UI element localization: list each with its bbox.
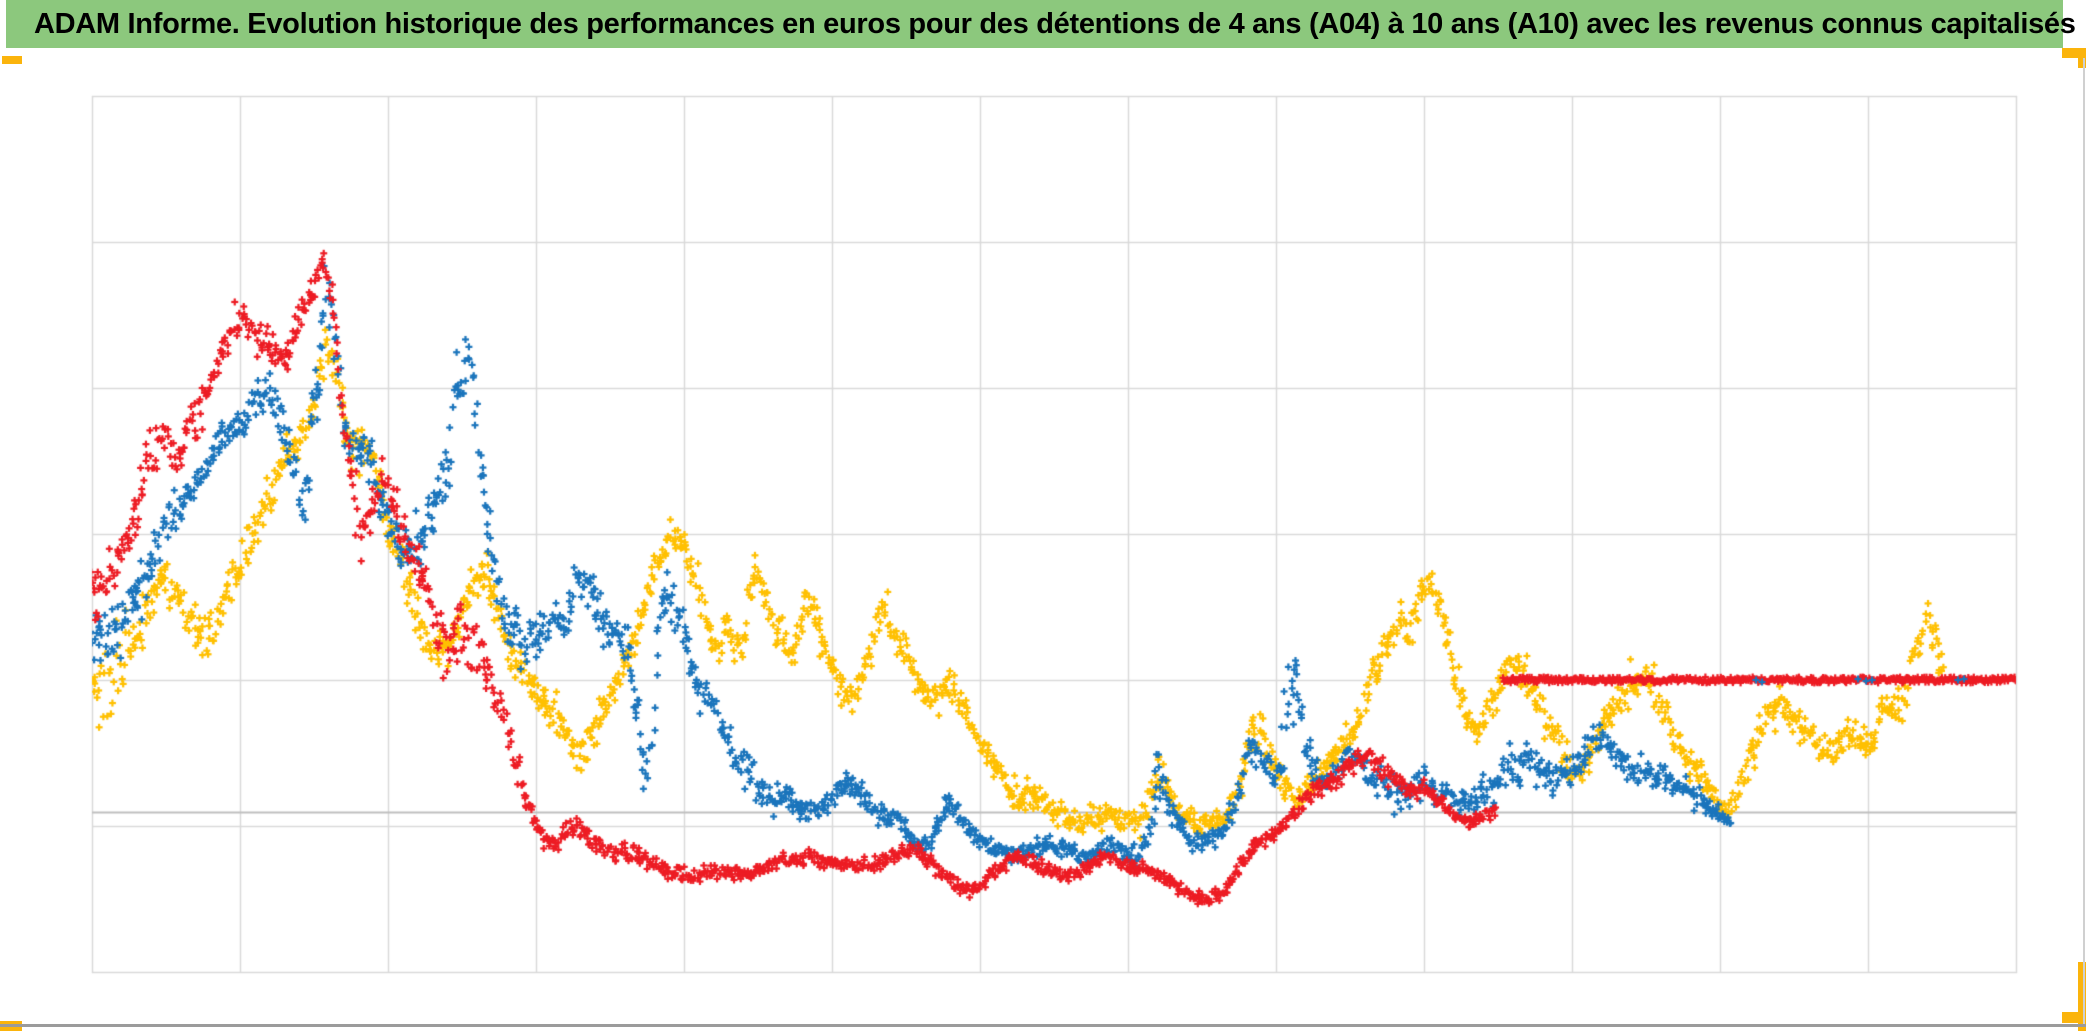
page-break-mark-top-right-h [2062, 48, 2086, 58]
page-break-mark-bottom-right-h [2062, 1012, 2086, 1023]
page-break-mark-top-left [2, 56, 22, 64]
sheet-edge-bottom [0, 1024, 2086, 1027]
page-break-mark-top-right-v [2078, 48, 2086, 68]
page-break-mark-bottom-right-v [2078, 962, 2086, 1031]
sheet-edge-right [2083, 58, 2085, 1024]
